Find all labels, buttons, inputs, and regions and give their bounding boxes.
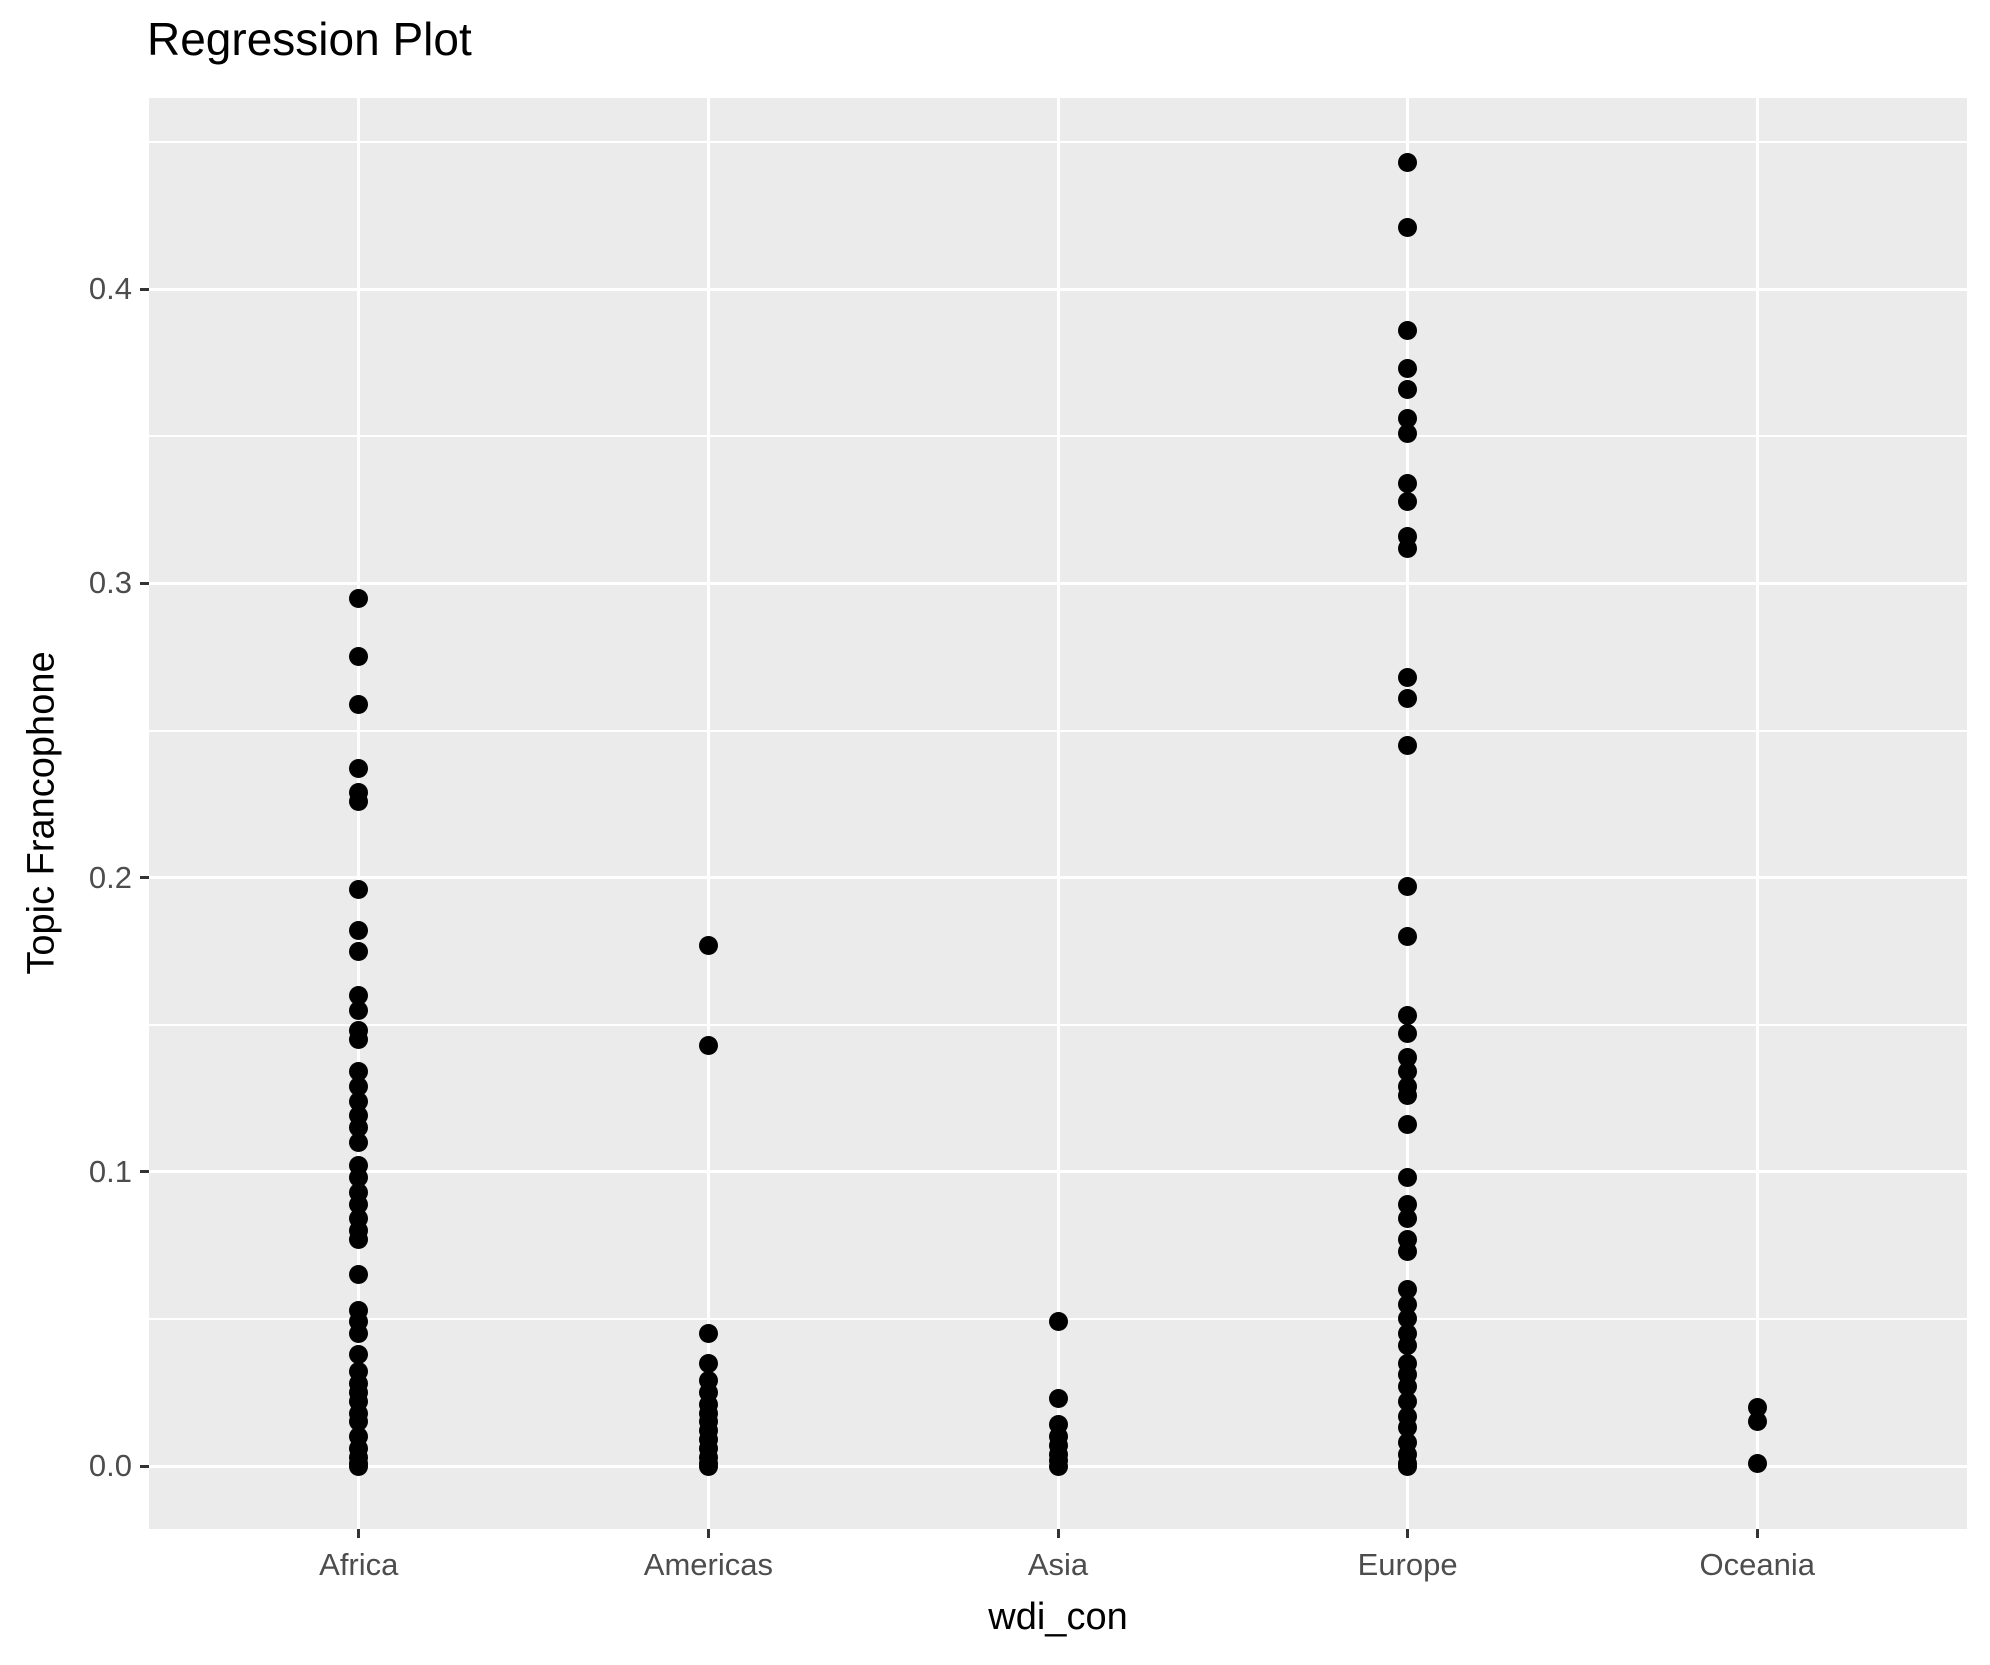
- data-point: [349, 1194, 369, 1214]
- data-point: [1398, 1377, 1418, 1397]
- data-point: [1398, 876, 1418, 896]
- y-tick-mark: [140, 1464, 149, 1468]
- data-point: [349, 1077, 369, 1097]
- data-point: [349, 1000, 369, 1020]
- gridline-major-vertical: [706, 98, 710, 1529]
- data-point: [1398, 1085, 1418, 1105]
- data-point: [1398, 409, 1418, 429]
- data-point: [1398, 1062, 1418, 1082]
- y-tick-mark: [140, 287, 149, 291]
- y-tick-label: 0.3: [88, 565, 132, 601]
- x-tick-mark: [1406, 1529, 1410, 1538]
- data-point: [1398, 1241, 1418, 1261]
- gridline-major-vertical: [1755, 98, 1759, 1529]
- data-point: [1398, 379, 1418, 399]
- data-point: [1398, 473, 1418, 493]
- data-point: [1398, 1115, 1418, 1135]
- data-point: [1398, 1294, 1418, 1314]
- data-point: [1398, 1456, 1418, 1476]
- data-point: [698, 1353, 718, 1373]
- data-point: [1398, 217, 1418, 237]
- data-point: [698, 1035, 718, 1055]
- data-point: [1398, 320, 1418, 340]
- y-tick-label: 0.4: [88, 271, 132, 307]
- y-tick-mark: [140, 581, 149, 585]
- data-point: [1747, 1453, 1767, 1473]
- data-point: [349, 1132, 369, 1152]
- y-tick-label: 0.1: [88, 1153, 132, 1189]
- data-point: [1048, 1456, 1068, 1476]
- data-point: [1398, 1418, 1418, 1438]
- data-point: [349, 985, 369, 1005]
- y-tick-mark: [140, 876, 149, 880]
- x-tick-mark: [1755, 1529, 1759, 1538]
- data-point: [1398, 1391, 1418, 1411]
- x-tick-mark: [1056, 1529, 1060, 1538]
- data-point: [349, 1118, 369, 1138]
- data-point: [349, 1230, 369, 1249]
- data-point: [1747, 1412, 1767, 1432]
- plot-panel: [149, 98, 1967, 1529]
- data-point: [1048, 1312, 1068, 1332]
- data-point: [1398, 1335, 1418, 1355]
- gridline-major-vertical: [357, 98, 361, 1529]
- data-point: [1398, 735, 1418, 755]
- data-point: [698, 1324, 718, 1344]
- y-tick-label: 0.0: [88, 1448, 132, 1484]
- x-tick-mark: [706, 1529, 710, 1538]
- data-point: [1398, 1168, 1418, 1188]
- x-tick-label: Europe: [1357, 1547, 1458, 1582]
- data-point: [349, 1091, 369, 1111]
- data-point: [1398, 423, 1418, 443]
- data-point: [349, 1168, 369, 1188]
- x-tick-mark: [357, 1529, 361, 1538]
- data-point: [1398, 1209, 1418, 1229]
- gridline-major-vertical: [1406, 98, 1410, 1529]
- data-point: [1398, 538, 1418, 558]
- data-point: [349, 1062, 369, 1082]
- data-point: [1398, 1309, 1418, 1329]
- y-axis-title: Topic Francophone: [20, 651, 63, 975]
- data-point: [1398, 1024, 1418, 1044]
- data-point: [349, 694, 369, 714]
- data-point: [1398, 1047, 1418, 1067]
- x-tick-label: Americas: [643, 1547, 773, 1582]
- data-point: [1398, 688, 1418, 708]
- data-point: [349, 1265, 369, 1285]
- data-point: [349, 1412, 369, 1432]
- data-point: [1398, 359, 1418, 379]
- data-point: [1048, 1388, 1068, 1408]
- x-tick-label: Oceania: [1699, 1547, 1815, 1582]
- gridline-major-vertical: [1056, 98, 1060, 1529]
- data-point: [1398, 668, 1418, 688]
- data-point: [1398, 1006, 1418, 1026]
- data-point: [349, 588, 369, 608]
- data-point: [1398, 1194, 1418, 1214]
- data-point: [1398, 153, 1418, 173]
- data-point: [349, 647, 369, 667]
- data-point: [349, 1324, 369, 1344]
- data-point: [349, 1456, 369, 1476]
- plot-title: Regression Plot: [147, 13, 472, 65]
- data-point: [349, 759, 369, 779]
- x-tick-label: Africa: [319, 1547, 399, 1582]
- y-tick-mark: [140, 1170, 149, 1174]
- data-point: [349, 1029, 369, 1049]
- data-point: [698, 1456, 718, 1476]
- data-point: [1398, 491, 1418, 511]
- x-tick-label: Asia: [1027, 1547, 1089, 1582]
- y-tick-label: 0.2: [88, 859, 132, 895]
- data-point: [1747, 1397, 1767, 1417]
- data-point: [349, 1344, 369, 1364]
- data-point: [698, 935, 718, 955]
- data-point: [349, 921, 369, 941]
- data-point: [349, 879, 369, 899]
- x-axis-title: wdi_con: [988, 1596, 1128, 1638]
- data-point: [349, 791, 369, 811]
- data-point: [1398, 1280, 1418, 1300]
- data-point: [1398, 926, 1418, 946]
- data-point: [349, 941, 369, 961]
